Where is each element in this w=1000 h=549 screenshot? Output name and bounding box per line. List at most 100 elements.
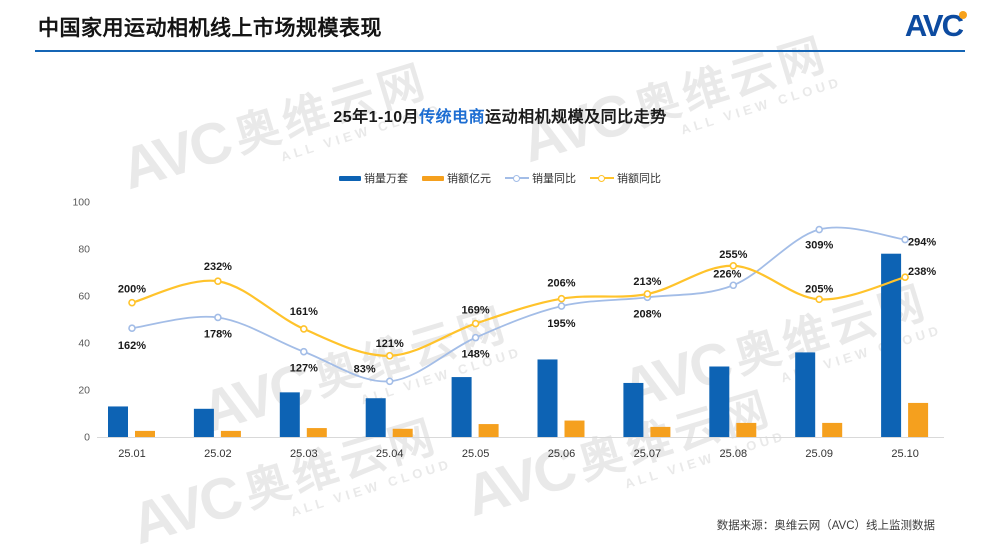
data-label-销额同比-25.03: 161%: [290, 306, 318, 318]
line-marker: [901, 235, 909, 244]
line-marker: [128, 298, 136, 307]
x-tick-label: 25.07: [634, 448, 662, 460]
legend-label: 销量万套: [364, 173, 408, 185]
data-label-销额同比-25.05: 169%: [462, 305, 490, 317]
bar-销额亿元-25.10: [908, 402, 929, 437]
line-marker: [471, 333, 480, 342]
legend-label: 销量同比: [532, 173, 576, 185]
y-tick-label: 60: [78, 291, 90, 303]
data-label-销额同比-25.01: 200%: [118, 284, 146, 296]
line-marker: [729, 261, 738, 270]
bar-销量万套-25.07: [623, 382, 644, 437]
bar-销额亿元-25.09: [822, 422, 843, 437]
data-label-销额同比-25.07: 213%: [633, 276, 661, 288]
x-tick-label: 25.06: [548, 448, 576, 460]
bar-销量万套-25.06: [537, 359, 558, 437]
y-tick-label: 0: [84, 432, 90, 444]
y-axis: 0 20 40 60 80 100: [72, 197, 944, 444]
y-tick-label: 20: [78, 385, 90, 397]
bar-销额亿元-25.02: [220, 430, 241, 437]
legend-item-sales-value: 销额亿元: [422, 170, 491, 186]
bar-销额亿元-25.07: [650, 426, 671, 437]
title-underline: [35, 50, 965, 52]
legend-item-volume-yoy: 销量同比: [505, 170, 576, 186]
line-labels-0: 162% 178% 127% 83% 148% 195% 208% 226% 309% 294%: [118, 237, 936, 376]
legend-line-swatch: [505, 174, 529, 182]
data-label-销量同比-25.09: 309%: [805, 240, 833, 252]
data-label-销额同比-25.04: 121%: [376, 338, 404, 350]
x-tick-label: 25.09: [805, 448, 833, 460]
bar-销量万套-25.02: [193, 408, 214, 437]
line-marker: [385, 351, 394, 360]
data-label-销量同比-25.10: 294%: [908, 237, 936, 249]
data-label-销量同比-25.08: 226%: [713, 268, 741, 280]
legend-bar-swatch: [422, 175, 444, 181]
data-label-销量同比-25.02: 178%: [204, 328, 232, 340]
bar-销额亿元-25.04: [392, 428, 413, 437]
y-tick-label: 40: [78, 338, 90, 350]
bar-销额亿元-25.06: [564, 420, 585, 437]
bar-销额亿元-25.03: [306, 428, 327, 437]
bar-销量万套-25.05: [451, 377, 472, 437]
bar-销额亿元-25.08: [736, 422, 757, 437]
legend-label: 销额同比: [617, 173, 661, 185]
line-marker: [385, 377, 394, 386]
data-label-销额同比-25.08: 255%: [719, 249, 747, 261]
line-marker: [299, 325, 308, 333]
line-marker: [214, 313, 222, 322]
bar-销量万套-25.08: [709, 366, 730, 437]
bar-销量万套-25.09: [795, 352, 816, 437]
bar-销量万套-25.10: [881, 253, 902, 437]
bar-销量万套-25.04: [365, 398, 386, 437]
chart-title-prefix: 25年1-10月: [333, 109, 420, 126]
line-marker: [729, 281, 738, 290]
x-axis-labels: 25.01 25.02 25.03 25.04 25.05 25.06 25.07 25.08…: [118, 448, 919, 460]
line-marker: [815, 295, 824, 304]
line-marker: [214, 277, 222, 286]
avc-brand-logo: AVC: [904, 8, 967, 43]
legend-line-swatch: [590, 174, 614, 182]
chart-legend: 销量万套 销额亿元 销量同比 销额同比: [0, 170, 1000, 186]
line-marker: [815, 225, 824, 234]
x-tick-label: 25.04: [376, 448, 404, 460]
legend-line-marker: [513, 174, 520, 182]
data-label-销量同比-25.04: 83%: [354, 363, 376, 375]
y-tick-label: 80: [78, 244, 90, 256]
avc-logo-text: AVC: [904, 8, 964, 43]
data-label-销额同比-25.02: 232%: [204, 261, 232, 273]
x-tick-label: 25.05: [462, 448, 490, 460]
data-label-销额同比-25.06: 206%: [547, 278, 575, 290]
line-销量同比: [131, 226, 906, 383]
bar-series-1: [135, 402, 929, 437]
bar-series-0: [108, 253, 902, 437]
line-marker: [299, 347, 308, 356]
bar-销额亿元-25.01: [135, 430, 155, 437]
data-label-销额同比-25.09: 205%: [805, 283, 833, 295]
bar-销额亿元-25.05: [478, 424, 499, 437]
data-label-销量同比-25.01: 162%: [118, 340, 146, 352]
legend-item-sales-volume: 销量万套: [339, 170, 408, 186]
data-label-销量同比-25.05: 148%: [462, 349, 490, 361]
line-labels-1: 200% 232% 161% 121% 169% 206% 213% 255% 205% 238%: [118, 249, 936, 350]
line-series-0: [128, 225, 909, 386]
chart-title-highlight: 传统电商: [419, 109, 486, 126]
line-marker: [901, 273, 909, 282]
data-label-销量同比-25.03: 127%: [290, 363, 318, 375]
x-tick-label: 25.10: [891, 448, 919, 460]
y-tick-label: 100: [72, 197, 90, 209]
line-marker: [643, 290, 652, 298]
x-tick-label: 25.03: [290, 448, 318, 460]
legend-bar-swatch: [339, 175, 361, 181]
line-series-1: [128, 261, 909, 360]
x-tick-label: 25.01: [118, 448, 146, 460]
data-source: 数据来源：奥维云网（AVC）线上监测数据: [716, 520, 935, 532]
line-marker: [471, 319, 480, 328]
line-marker: [557, 302, 566, 310]
bar-销量万套-25.01: [108, 406, 128, 437]
x-tick-label: 25.02: [204, 448, 232, 460]
line-marker: [128, 324, 136, 333]
data-label-销量同比-25.07: 208%: [633, 308, 661, 320]
data-label-销额同比-25.10: 238%: [908, 266, 936, 278]
